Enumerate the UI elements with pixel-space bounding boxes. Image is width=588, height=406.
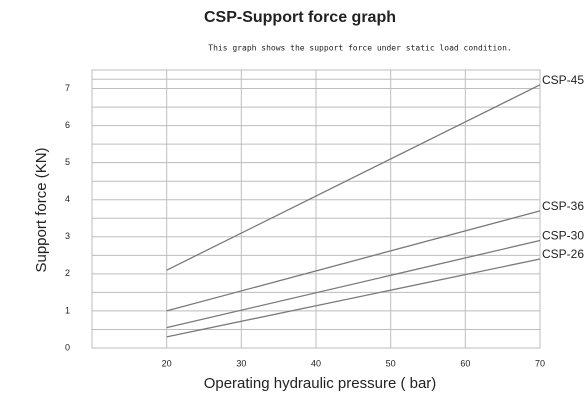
x-tick-label: 30 [236, 358, 246, 368]
x-tick-label: 70 [535, 358, 545, 368]
series-line [166, 239, 541, 329]
y-tick-label: 3 [65, 231, 70, 241]
chart-title: CSP-Support force graph [204, 9, 396, 26]
y-tick-label: 5 [65, 157, 70, 167]
x-tick-label: 60 [460, 358, 470, 368]
series-line [166, 210, 541, 312]
series-label: CSP-26 [542, 247, 584, 261]
series-line [166, 84, 541, 271]
series-line [166, 258, 541, 338]
y-tick-label: 7 [65, 83, 70, 93]
series-label: CSP-36 [542, 199, 584, 213]
y-tick-label: 1 [65, 305, 70, 315]
chart-subtitle: This graph shows the support force under… [208, 44, 511, 53]
x-tick-label: 40 [311, 358, 321, 368]
x-tick-label: 20 [162, 358, 172, 368]
x-axis-label: Operating hydraulic pressure ( bar) [204, 375, 437, 392]
series-label: CSP-30 [542, 229, 584, 243]
y-tick-label: 6 [65, 120, 70, 130]
y-tick-label: 2 [65, 268, 70, 278]
y-tick-label: 4 [65, 194, 70, 204]
y-tick-label: 0 [65, 342, 70, 352]
series-label: CSP-45 [542, 73, 584, 87]
y-axis-label: Support force (KN) [33, 147, 50, 272]
x-tick-label: 50 [386, 358, 396, 368]
